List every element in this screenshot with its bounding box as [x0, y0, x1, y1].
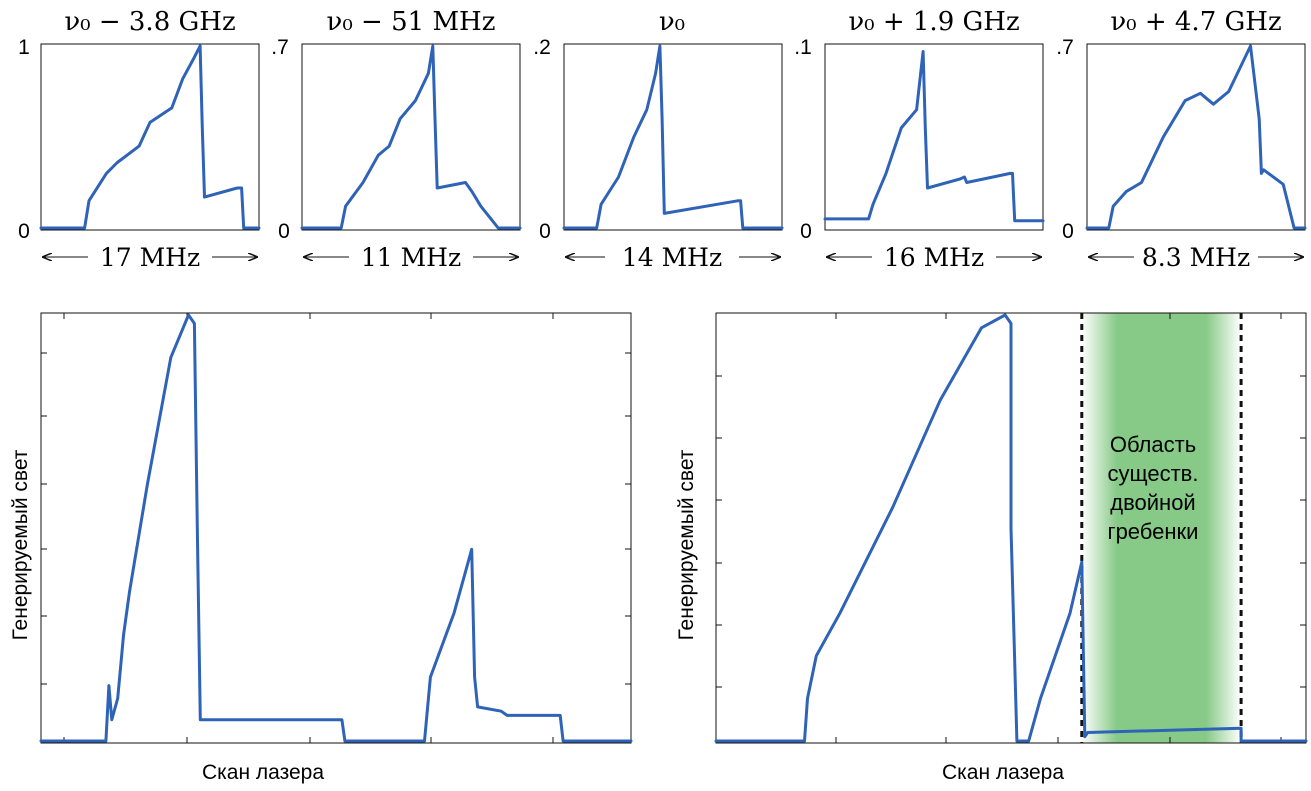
- annotation-line-2: существ.: [1108, 461, 1199, 486]
- plot-frame: [563, 43, 783, 231]
- trace-line: [823, 50, 1045, 223]
- plot-frame: [40, 43, 260, 231]
- panel-top-2: ν₀ − 51 MHz .7 0 11 MHz: [271, 7, 522, 272]
- panel-title: ν₀ − 51 MHz: [327, 7, 496, 37]
- plot-frame: [1086, 43, 1306, 231]
- ytick-top: .7: [1056, 36, 1074, 59]
- ytick-top: .2: [533, 36, 551, 59]
- annotation-line-1: Область: [1110, 432, 1196, 457]
- panel-title: ν₀: [659, 7, 685, 37]
- span-label: 11 MHz: [361, 243, 461, 272]
- annotation-line-3: двойной: [1110, 490, 1195, 515]
- trace-line: [300, 44, 522, 230]
- ytick-zero: 0: [278, 220, 290, 243]
- span-label: 17 MHz: [100, 243, 200, 272]
- y-axis-label: Генерируемый свет: [675, 449, 698, 640]
- ytick-zero: 0: [18, 220, 30, 243]
- trace-line: [714, 313, 1308, 743]
- ytick-zero: 0: [539, 220, 551, 243]
- axis-ticks: [716, 313, 1306, 743]
- panel-bottom-right: Область существ. двойной гребенки Скан л…: [675, 312, 1308, 784]
- panel-bottom-left: Скан лазера Генерируемый свет: [9, 312, 633, 784]
- plot-frame: [715, 312, 1307, 744]
- axis-ticks: [41, 313, 631, 743]
- panel-title: ν₀ + 4.7 GHz: [1110, 7, 1281, 37]
- ytick-zero: 0: [1062, 220, 1074, 243]
- panel-top-1: ν₀ − 3.8 GHz 1 0 17 MHz: [18, 7, 261, 272]
- plot-frame: [40, 312, 632, 744]
- plot-frame: [301, 43, 521, 231]
- x-axis-label: Скан лазера: [942, 761, 1064, 784]
- ytick-top: .1: [794, 36, 812, 59]
- span-label: 16 MHz: [884, 243, 984, 272]
- trace-line: [39, 313, 633, 743]
- ytick-zero: 0: [800, 220, 812, 243]
- panel-top-3: ν₀ .2 0 14 MHz: [533, 7, 784, 272]
- span-label: 14 MHz: [622, 243, 722, 272]
- ytick-top: .7: [271, 36, 289, 59]
- trace-line: [1085, 44, 1307, 230]
- annotation-line-4: гребенки: [1108, 519, 1199, 544]
- panel-title: ν₀ − 3.8 GHz: [64, 7, 235, 37]
- trace-line: [562, 44, 784, 230]
- panel-top-5: ν₀ + 4.7 GHz .7 0 8.3 MHz: [1056, 7, 1307, 272]
- coexistence-highlight-region: [1081, 313, 1242, 743]
- plot-frame: [824, 43, 1044, 231]
- x-axis-label: Скан лазера: [202, 761, 324, 784]
- ytick-top: 1: [18, 36, 30, 59]
- panel-top-4: ν₀ + 1.9 GHz .1 0 16 MHz: [794, 7, 1045, 272]
- y-axis-label: Генерируемый свет: [9, 449, 32, 640]
- panel-title: ν₀ + 1.9 GHz: [848, 7, 1019, 37]
- trace-line: [39, 44, 261, 230]
- span-label: 8.3 MHz: [1142, 243, 1250, 272]
